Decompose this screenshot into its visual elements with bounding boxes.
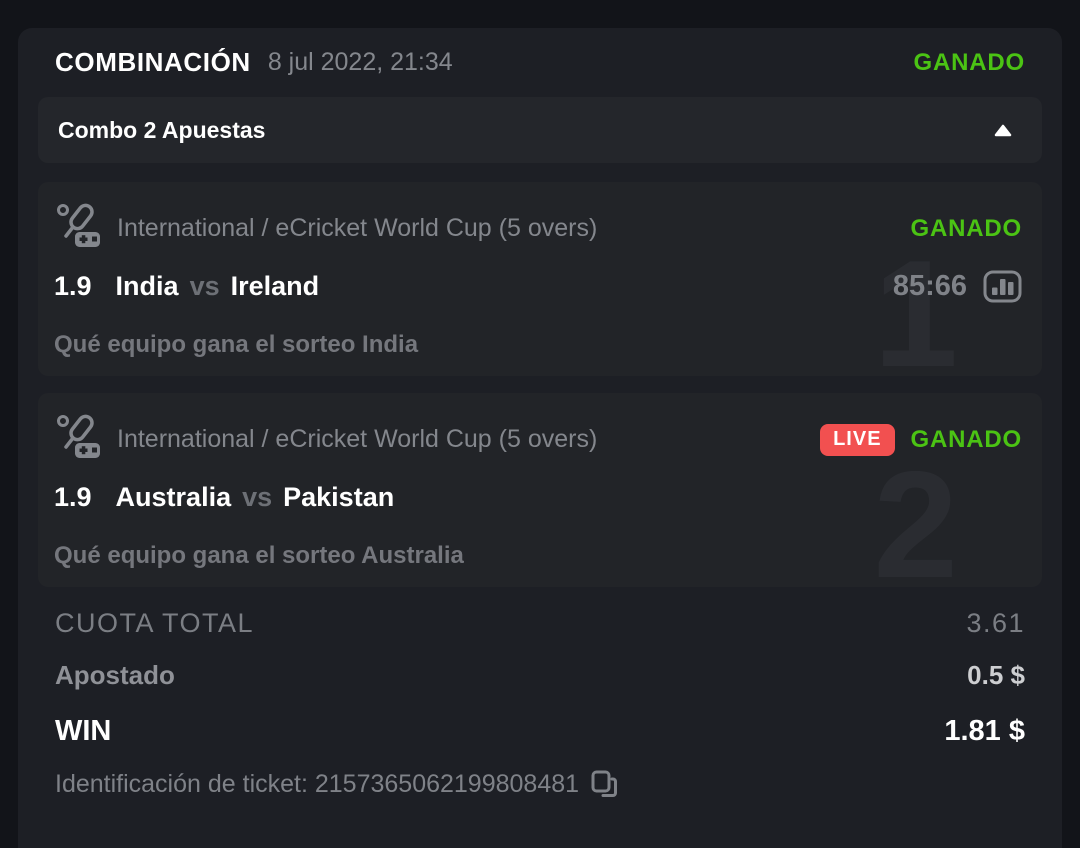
ticket-summary: CUOTA TOTAL 3.61 Apostado 0.5 $ WIN 1.81…: [18, 608, 1062, 799]
ecricket-esports-icon: [54, 413, 102, 466]
win-value: 1.81 $: [944, 714, 1025, 747]
match-stats-button[interactable]: [983, 270, 1022, 303]
league-name: International / eCricket World Cup (5 ov…: [117, 214, 598, 242]
bet-status-badge: GANADO: [910, 214, 1022, 242]
bet-type-title: COMBINACIÓN: [55, 47, 251, 77]
vs-label: vs: [189, 270, 220, 301]
total-odds-label: CUOTA TOTAL: [55, 607, 255, 638]
bet-datetime: 8 jul 2022, 21:34: [267, 48, 453, 76]
bet-teams-row: 1.9 India vs Ireland 85:66: [54, 268, 1022, 304]
live-badge: LIVE: [820, 423, 895, 456]
total-odds-row: CUOTA TOTAL 3.61: [55, 608, 1025, 638]
stake-label: Apostado: [55, 659, 175, 690]
ticket-id-text: Identificación de ticket: 21573650621998…: [55, 769, 580, 798]
combo-label: Combo 2 Apuestas: [58, 116, 266, 143]
bet-status-badge: GANADO: [910, 425, 1022, 453]
bet-ticket-card: COMBINACIÓN 8 jul 2022, 21:34 GANADO Com…: [18, 28, 1062, 848]
match-score: 85:66: [892, 269, 967, 302]
away-team: Ireland: [230, 270, 320, 301]
ticket-header: COMBINACIÓN 8 jul 2022, 21:34 GANADO: [18, 28, 1062, 97]
ticket-status-badge: GANADO: [913, 48, 1025, 76]
bet-league-row: International / eCricket World Cup (5 ov…: [54, 202, 1022, 255]
bet-odds: 1.9: [54, 270, 92, 301]
copy-ticket-id-button[interactable]: [591, 770, 618, 798]
stake-row: Apostado 0.5 $: [55, 660, 1025, 690]
bet-card-1: 1 International / eCricket World Cup (5 …: [38, 182, 1042, 376]
stake-value: 0.5 $: [967, 659, 1025, 690]
ticket-id-row: Identificación de ticket: 21573650621998…: [55, 769, 1025, 799]
market-description: Qué equipo gana el sorteo Australia: [54, 542, 464, 569]
bet-market-row: Qué equipo gana el sorteo India: [54, 331, 1022, 359]
chevron-up-icon: [994, 124, 1012, 137]
market-description: Qué equipo gana el sorteo India: [54, 331, 419, 358]
total-odds-value: 3.61: [966, 607, 1025, 638]
bet-teams-row: 1.9 Australia vs Pakistan: [54, 479, 1022, 515]
home-team: Australia: [115, 481, 232, 512]
away-team: Pakistan: [283, 481, 395, 512]
home-team: India: [115, 270, 179, 301]
combo-collapse-row[interactable]: Combo 2 Apuestas: [38, 97, 1042, 163]
league-name: International / eCricket World Cup (5 ov…: [117, 425, 598, 453]
vs-label: vs: [242, 481, 273, 512]
bet-odds: 1.9: [54, 481, 92, 512]
bet-index-watermark: 1: [873, 229, 958, 376]
ecricket-esports-icon: [54, 202, 102, 255]
bet-card-2: 2 International / eCricket World Cup (5 …: [38, 393, 1042, 587]
bet-league-row: International / eCricket World Cup (5 ov…: [54, 413, 1022, 466]
bet-index-watermark: 2: [873, 440, 958, 587]
win-label: WIN: [55, 714, 112, 747]
bet-market-row: Qué equipo gana el sorteo Australia: [54, 542, 1022, 570]
win-row: WIN 1.81 $: [55, 715, 1025, 747]
